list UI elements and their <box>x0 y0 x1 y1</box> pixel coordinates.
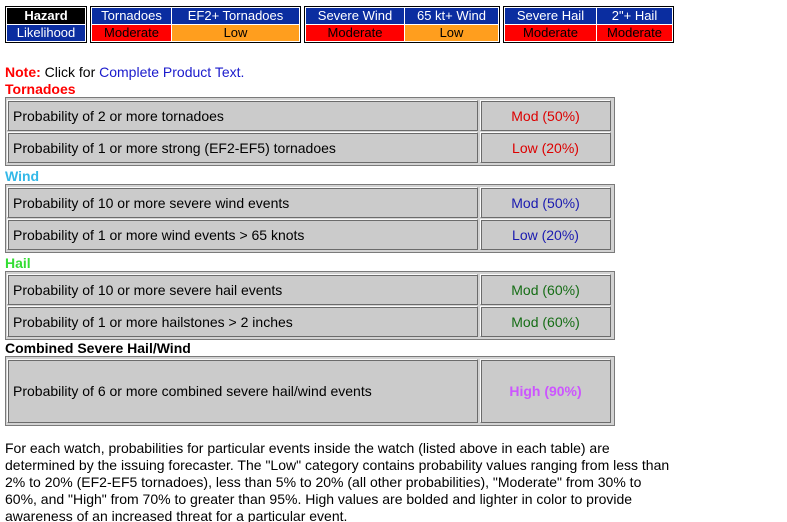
likelihood-value: Low <box>405 25 498 41</box>
likelihood-value: Moderate <box>92 25 171 41</box>
likelihood-value: Moderate <box>597 25 672 41</box>
probability-description: Probability of 10 or more severe wind ev… <box>7 187 478 218</box>
table-row: Probability of 1 or more strong (EF2-EF5… <box>7 132 613 163</box>
summary-group: Severe Wind 65 kt+ Wind Moderate Low <box>304 6 500 43</box>
probability-value: Low (20%) <box>480 132 611 163</box>
section-title: Hail <box>5 255 31 271</box>
complete-product-text-link[interactable]: Complete Product Text. <box>99 64 245 80</box>
probability-description: Probability of 10 or more severe hail ev… <box>7 274 478 305</box>
likelihood-value: Low <box>172 25 299 41</box>
hazard-header: Hazard <box>7 8 85 24</box>
note-line: Note: Click for Complete Product Text. <box>5 64 244 80</box>
section-title: Wind <box>5 168 40 184</box>
hazard-name: EF2+ Tornadoes <box>172 8 299 24</box>
probability-table: Probability of 2 or more tornadoes Mod (5… <box>5 97 615 166</box>
summary-group: Tornadoes EF2+ Tornadoes Moderate Low <box>90 6 301 43</box>
table-row: Probability of 1 or more wind events > 6… <box>7 219 613 250</box>
probability-description: Probability of 1 or more hailstones > 2 … <box>7 306 478 337</box>
table-row: Probability of 1 or more hailstones > 2 … <box>7 306 613 337</box>
summary-group: Severe Hail 2"+ Hail Moderate Moderate <box>503 6 674 43</box>
probability-table: Probability of 10 or more severe wind ev… <box>5 184 615 253</box>
probability-table: Probability of 6 or more combined severe… <box>5 356 615 426</box>
probability-description: Probability of 2 or more tornadoes <box>7 100 478 131</box>
section-title: Combined Severe Hail/Wind <box>5 340 191 356</box>
hazard-name: Severe Hail <box>505 8 596 24</box>
table-row: Probability of 6 or more combined severe… <box>7 359 613 423</box>
hazard-name: 65 kt+ Wind <box>405 8 498 24</box>
probability-description: Probability of 1 or more wind events > 6… <box>7 219 478 250</box>
hazard-name: Tornadoes <box>92 8 171 24</box>
hazard-name: Severe Wind <box>306 8 404 24</box>
summary-label-group: Hazard Likelihood <box>5 6 87 43</box>
section-title: Tornadoes <box>5 81 76 97</box>
table-row: Probability of 10 or more severe hail ev… <box>7 274 613 305</box>
probability-description: Probability of 6 or more combined severe… <box>7 359 478 423</box>
probability-value: Mod (50%) <box>480 187 611 218</box>
note-text: Click for <box>40 64 100 80</box>
probability-value: High (90%) <box>480 359 611 423</box>
probability-value: Mod (60%) <box>480 306 611 337</box>
probability-table: Probability of 10 or more severe hail ev… <box>5 271 615 340</box>
likelihood-value: Moderate <box>505 25 596 41</box>
hazard-name: 2"+ Hail <box>597 8 672 24</box>
probability-value: Mod (60%) <box>480 274 611 305</box>
hazard-summary: Hazard Likelihood Tornadoes EF2+ Tornadoe… <box>5 6 677 43</box>
table-row: Probability of 10 or more severe wind ev… <box>7 187 613 218</box>
probability-value: Low (20%) <box>480 219 611 250</box>
likelihood-header: Likelihood <box>7 25 85 41</box>
table-row: Probability of 2 or more tornadoes Mod (5… <box>7 100 613 131</box>
likelihood-value: Moderate <box>306 25 404 41</box>
footer-explanation: For each watch, probabilities for partic… <box>5 440 670 522</box>
probability-description: Probability of 1 or more strong (EF2-EF5… <box>7 132 478 163</box>
probability-value: Mod (50%) <box>480 100 611 131</box>
note-label: Note: <box>5 64 41 80</box>
